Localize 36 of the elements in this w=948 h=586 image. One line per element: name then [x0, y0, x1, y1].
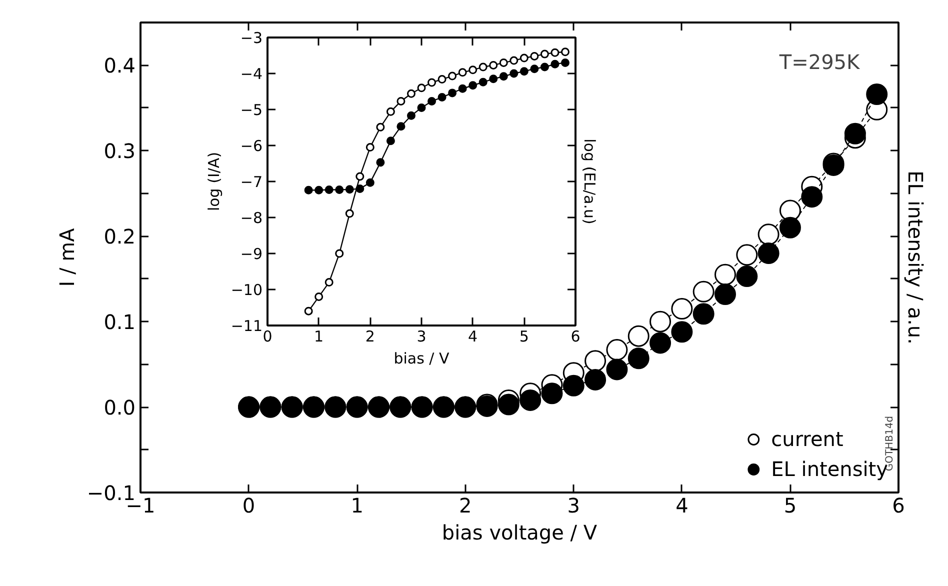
x-tick-label: 3	[567, 494, 580, 518]
x-tick-label: 2	[365, 328, 375, 346]
annotation: T=295K	[778, 50, 861, 74]
x-tick-label: 5	[784, 494, 797, 518]
x-axis-title: bias voltage / V	[442, 520, 598, 544]
x-tick-label: 3	[416, 328, 426, 346]
x-tick-label: 1	[314, 328, 324, 346]
y2-axis-title: log (EL/a.u)	[580, 138, 598, 224]
y-tick-label: 0.1	[104, 310, 136, 334]
y-axis-title: I / mA	[54, 228, 79, 287]
x-tick-label: 4	[468, 328, 478, 346]
y-tick-label: −6	[240, 137, 263, 155]
x-tick-label: 4	[676, 494, 688, 518]
y-tick-label: −4	[240, 65, 263, 83]
y-tick-label: −8	[240, 209, 263, 227]
y-tick-label: 0.2	[104, 224, 136, 249]
x-tick-label: 2	[458, 494, 472, 518]
y-tick-label: 0.4	[104, 54, 136, 78]
x-tick-label: 1	[350, 494, 364, 518]
x-tick-label: 5	[519, 328, 529, 346]
x-tick-label: 6	[570, 328, 580, 346]
y-axis-title: log (I/A)	[204, 152, 223, 212]
y-tick-label: −11	[230, 317, 262, 335]
y2-axis-title: EL intensity / a.u.	[904, 170, 928, 344]
y-tick-label: −5	[240, 101, 263, 119]
x-tick-label: 0	[242, 494, 256, 518]
y-tick-label: −10	[230, 281, 262, 299]
y-tick-label: 0.0	[104, 396, 136, 420]
y-tick-label: −3	[240, 29, 263, 47]
y-tick-label: −7	[240, 173, 263, 191]
y-tick-label: −9	[240, 245, 263, 263]
y-tick-label: 0.3	[104, 139, 136, 164]
x-axis-title: bias / V	[394, 350, 450, 368]
legend-label: current	[771, 427, 844, 451]
x-tick-label: 6	[892, 494, 905, 518]
x-tick-label: 0	[262, 328, 272, 346]
